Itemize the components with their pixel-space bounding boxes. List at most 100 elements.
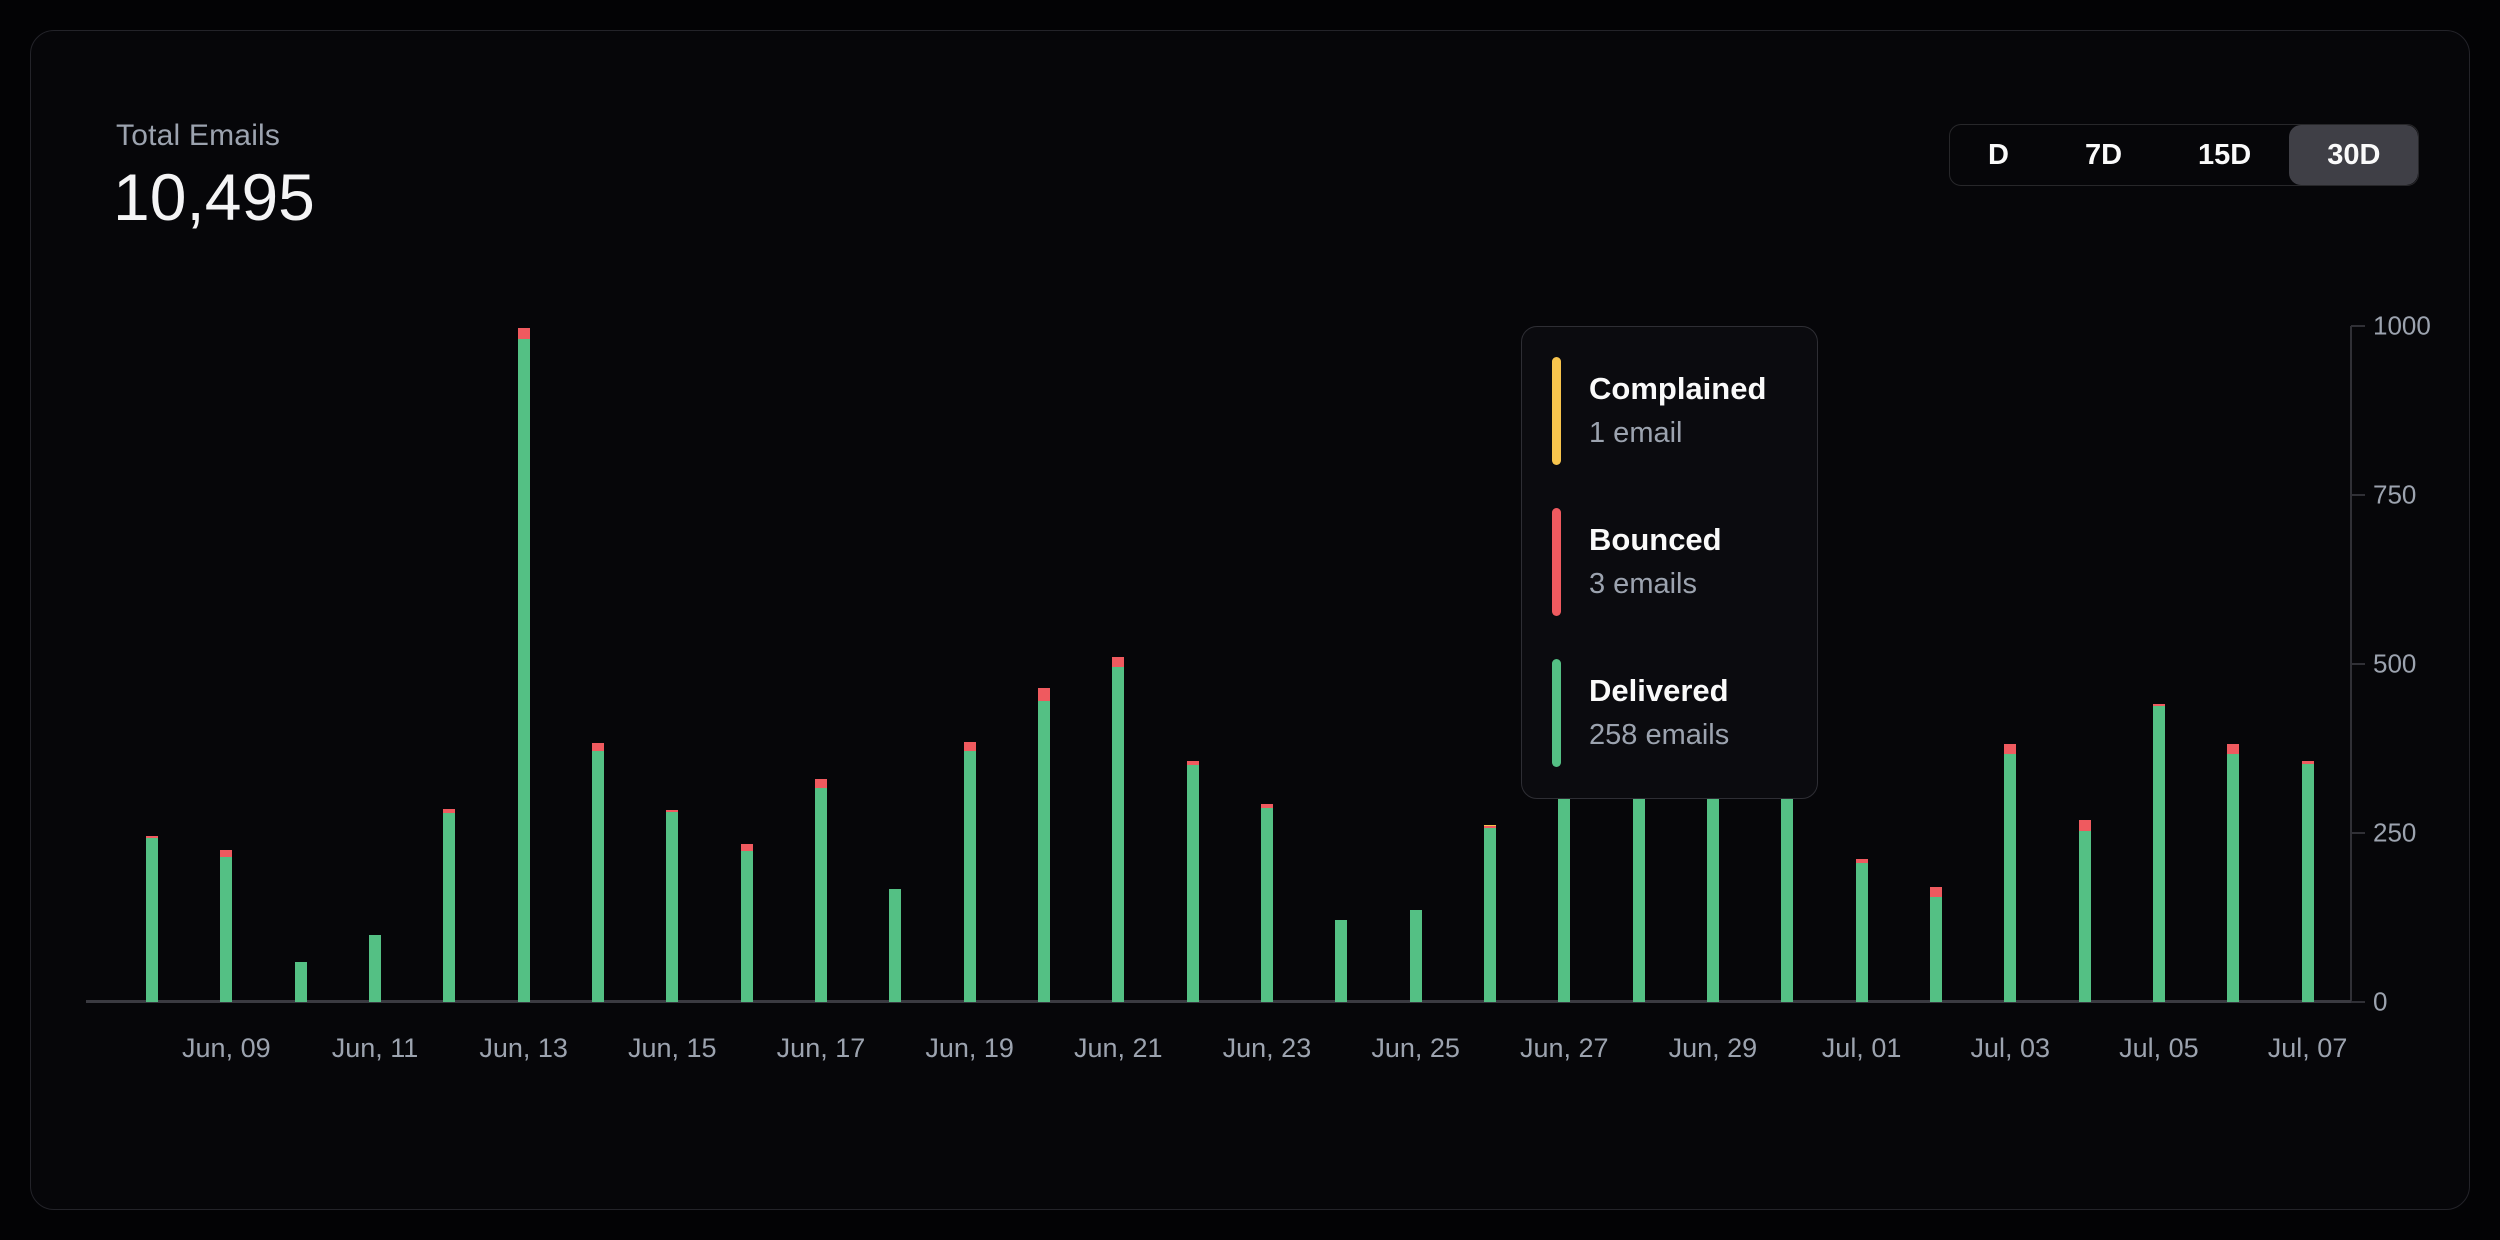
bar-segment	[2004, 753, 2017, 1002]
bar-segment	[2227, 743, 2240, 754]
bar-jun-26[interactable]	[1483, 824, 1496, 1002]
bar-jun-24[interactable]	[1335, 919, 1348, 1002]
bar-jul-06[interactable]	[2227, 743, 2240, 1002]
x-axis-label: Jun, 17	[776, 1033, 866, 1063]
bar-segment	[1037, 700, 1050, 1002]
tooltip-entry-label: Bounced	[1589, 522, 1722, 557]
total-emails-card: Total Emails 10,495 D 7D 15D 30D 0 250 500 750…	[30, 30, 2470, 1210]
bar-segment	[1112, 657, 1125, 668]
y-axis-label: 1000	[2373, 310, 2431, 341]
bar-segment	[1335, 919, 1348, 1002]
range-button-d[interactable]: D	[1950, 125, 2047, 185]
x-axis-label: Jul, 03	[1970, 1033, 2051, 1063]
tooltip-entry-text: Complained 1 email	[1589, 367, 1766, 455]
bar-segment	[1483, 824, 1496, 826]
bar-segment	[1037, 687, 1050, 701]
bar-jun-22[interactable]	[1186, 760, 1199, 1002]
bar-segment	[963, 741, 976, 751]
bar-jun-08[interactable]	[146, 835, 158, 1002]
chart-tooltip: Complained 1 email Bounced 3 emails Delivere…	[1521, 326, 1818, 799]
bar-jul-07[interactable]	[2301, 760, 2314, 1002]
bar-segment	[1186, 760, 1199, 766]
bar-jul-02[interactable]	[1929, 887, 1942, 1002]
tooltip-entry-value: 1 email	[1589, 417, 1683, 449]
bounced-color-pill	[1552, 508, 1561, 616]
bar-jun-12[interactable]	[443, 809, 456, 1002]
bar-segment	[814, 778, 827, 789]
bar-segment	[666, 812, 679, 1002]
bar-jul-05[interactable]	[2152, 703, 2165, 1002]
bar-segment	[1929, 897, 1942, 1002]
x-axis-line	[86, 1000, 2351, 1003]
bar-segment	[2004, 743, 2017, 754]
bar-jun-21[interactable]	[1112, 657, 1125, 1002]
bar-segment	[1483, 825, 1496, 828]
tooltip-entry-label: Complained	[1589, 371, 1767, 406]
tooltip-entry-text: Delivered 258 emails	[1589, 669, 1729, 757]
x-axis-label: Jun, 13	[479, 1033, 568, 1063]
bar-segment	[814, 788, 827, 1002]
bar-segment	[1855, 859, 1868, 864]
total-emails-value: 10,495	[113, 160, 315, 234]
bar-segment	[740, 850, 753, 1002]
card-title: Total Emails	[116, 119, 281, 152]
bar-segment	[591, 743, 604, 752]
bar-jun-23[interactable]	[1260, 803, 1273, 1002]
bar-segment	[368, 935, 381, 1002]
email-bar-chart: 0 250 500 750 1000 Jun, 09 Jun, 11 Jun, 13 Jun, …	[31, 31, 2469, 1209]
y-axis-tick	[2351, 325, 2365, 327]
bar-segment	[443, 809, 456, 814]
bar-segment	[591, 751, 604, 1002]
tooltip-entry-value: 3 emails	[1589, 568, 1697, 600]
bar-segment	[666, 810, 679, 813]
bar-segment	[443, 813, 456, 1002]
y-axis-tick	[2351, 494, 2365, 496]
range-button-15d[interactable]: 15D	[2160, 125, 2289, 185]
bar-jun-10[interactable]	[294, 962, 307, 1002]
x-axis-label: Jun, 09	[182, 1033, 271, 1063]
bar-jun-09[interactable]	[220, 849, 233, 1002]
x-axis-label: Jul, 07	[2267, 1033, 2348, 1063]
bar-segment	[963, 750, 976, 1002]
x-axis-label: Jul, 05	[2119, 1033, 2199, 1063]
bar-segment	[1260, 803, 1273, 808]
bar-jun-25[interactable]	[1409, 910, 1422, 1002]
bar-segment	[1929, 887, 1942, 898]
y-axis-tick	[2351, 832, 2365, 834]
x-axis-label: Jun, 29	[1668, 1033, 1758, 1063]
bar-segment	[517, 328, 530, 339]
y-axis-tick	[2351, 663, 2365, 665]
bar-jun-14[interactable]	[591, 743, 604, 1002]
bar-jun-20[interactable]	[1037, 687, 1050, 1002]
bar-jun-16[interactable]	[740, 843, 753, 1002]
bar-segment	[2301, 764, 2314, 1002]
bar-jun-18[interactable]	[889, 889, 902, 1002]
bar-jun-11[interactable]	[368, 935, 381, 1002]
bar-segment	[2301, 760, 2314, 765]
bar-jun-17[interactable]	[814, 778, 827, 1002]
bar-segment	[2078, 820, 2091, 831]
bar-segment	[517, 338, 530, 1002]
bar-jul-04[interactable]	[2078, 820, 2091, 1002]
bar-jul-03[interactable]	[2004, 743, 2017, 1002]
bar-segment	[1483, 827, 1496, 1002]
x-axis-label: Jun, 11	[331, 1033, 419, 1063]
bar-segment	[2227, 753, 2240, 1002]
y-axis-label: 750	[2373, 479, 2417, 510]
bar-segment	[146, 835, 158, 838]
bar-jun-19[interactable]	[963, 741, 976, 1002]
bar-segment	[1409, 910, 1422, 1002]
x-axis-label: Jun, 15	[628, 1033, 717, 1063]
bar-segment	[740, 843, 753, 851]
bar-segment	[1855, 863, 1868, 1002]
bar-jun-13[interactable]	[517, 328, 530, 1002]
bar-jul-01[interactable]	[1855, 859, 1868, 1002]
range-button-7d[interactable]: 7D	[2047, 125, 2160, 185]
range-button-30d[interactable]: 30D	[2289, 125, 2419, 185]
bar-segment	[220, 857, 233, 1002]
x-axis-label: Jul, 01	[1821, 1033, 1902, 1063]
bar-jun-15[interactable]	[666, 810, 679, 1002]
y-axis-label: 250	[2373, 817, 2417, 848]
bar-segment	[2152, 703, 2165, 706]
